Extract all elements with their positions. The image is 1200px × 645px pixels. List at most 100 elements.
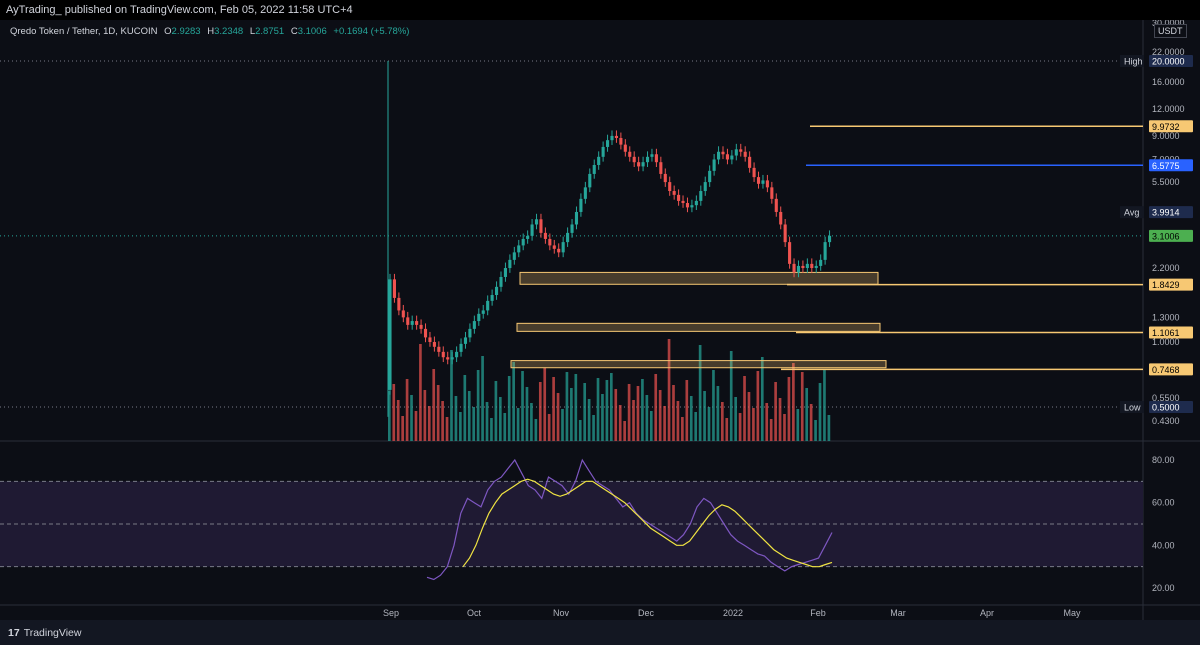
- candle-body: [455, 351, 459, 358]
- high-badge: 20.0000: [1152, 57, 1185, 67]
- brand-name: TradingView: [23, 627, 82, 639]
- price-tick-label: 1.0000: [1152, 337, 1180, 347]
- candle-body: [668, 182, 672, 192]
- volume-bar: [800, 372, 804, 441]
- volume-bar: [747, 392, 751, 441]
- volume-bar: [547, 414, 551, 441]
- support-zone[interactable]: [510, 360, 887, 369]
- support-badge: 0.7468: [1152, 365, 1180, 375]
- candle-body: [823, 242, 827, 260]
- candle-body: [703, 182, 707, 192]
- time-tick-label: 2022: [723, 608, 743, 618]
- candle-body: [672, 191, 676, 195]
- candle-body: [441, 351, 445, 358]
- volume-bar: [405, 379, 409, 441]
- volume-bar: [769, 419, 773, 441]
- volume-bar: [632, 400, 635, 441]
- candle-body: [517, 245, 521, 253]
- volume-bar: [538, 382, 542, 441]
- rsi-line: [426, 458, 833, 581]
- volume-bar: [743, 376, 746, 441]
- volume-bar: [427, 406, 431, 441]
- candle-body: [583, 187, 587, 199]
- support-zone[interactable]: [516, 322, 881, 332]
- candle-body: [796, 265, 801, 273]
- candle-body: [637, 162, 641, 167]
- candle-body: [508, 259, 512, 269]
- candle-body: [472, 321, 476, 329]
- change-value: +0.1694 (+5.78%): [333, 26, 410, 37]
- candle-body: [401, 310, 405, 318]
- candle-body: [570, 224, 574, 233]
- rsi-tick-label: 60.00: [1152, 498, 1175, 508]
- volume-bar: [787, 377, 791, 441]
- volume-bar: [516, 408, 520, 441]
- candle-body: [779, 211, 783, 225]
- volume-bar: [734, 397, 737, 441]
- candle-body: [677, 194, 681, 201]
- volume-bar: [663, 406, 666, 441]
- tradingview-logo-icon: 17: [8, 627, 20, 639]
- volume-bar: [605, 380, 609, 441]
- candle-body: [730, 155, 734, 160]
- volume-bar: [676, 401, 680, 441]
- rsi-ma-line: [462, 478, 833, 568]
- volume-bar: [814, 420, 817, 441]
- tradingview-logo[interactable]: 17 TradingView: [8, 627, 81, 639]
- candle-body: [557, 248, 561, 253]
- candle-body: [650, 154, 654, 157]
- volume-bar: [490, 418, 493, 441]
- chart-area[interactable]: 30.000022.000016.000012.00009.00007.0000…: [0, 20, 1200, 620]
- candle-body: [690, 205, 694, 208]
- volume-bar: [636, 386, 640, 441]
- volume-bar: [414, 411, 418, 441]
- volume-bar: [805, 388, 809, 441]
- high-badge-label: High: [1124, 57, 1143, 67]
- candle-body: [468, 328, 472, 338]
- candle-body: [792, 263, 796, 273]
- candle-body: [659, 162, 663, 174]
- volume-bar: [499, 397, 502, 441]
- candle-body: [805, 263, 809, 269]
- volume-bar: [481, 356, 484, 441]
- candle-body: [819, 259, 823, 266]
- candle-body: [788, 242, 792, 264]
- volume-bar: [543, 368, 547, 441]
- level-badge: 9.9732: [1152, 122, 1180, 132]
- candle-body: [765, 180, 769, 188]
- candle-body: [623, 144, 627, 152]
- candle-body: [392, 279, 396, 298]
- volume-bar: [610, 373, 613, 441]
- volume-bar: [392, 384, 396, 441]
- volume-bar: [463, 375, 467, 441]
- candle-body: [770, 187, 774, 199]
- candle-body: [801, 265, 805, 269]
- volume-bar: [778, 398, 782, 441]
- volume-bar: [503, 413, 507, 441]
- volume-bar: [645, 395, 649, 441]
- candle-body: [756, 177, 761, 184]
- candle-body: [814, 265, 818, 269]
- currency-badge[interactable]: USDT: [1154, 24, 1187, 38]
- candle-body: [761, 180, 765, 184]
- last-price-badge: 3.1006: [1152, 231, 1180, 241]
- candle-body: [397, 297, 401, 311]
- candle-body: [419, 324, 423, 329]
- volume-bar: [459, 412, 462, 441]
- volume-bar: [388, 391, 391, 441]
- volume-bar: [574, 374, 578, 441]
- symbol-name[interactable]: Qredo Token / Tether, 1D, KUCOIN: [10, 26, 158, 37]
- candle-body: [499, 276, 503, 287]
- close-value: 3.1006: [297, 26, 327, 37]
- volume-bar: [472, 407, 476, 441]
- candle-body: [654, 154, 658, 163]
- volume-bar: [445, 417, 449, 441]
- candle-body: [592, 164, 596, 174]
- support-badge-bg: [1149, 363, 1193, 376]
- price-chart-svg[interactable]: 30.000022.000016.000012.00009.00007.0000…: [0, 20, 1200, 620]
- last-price-badge-bg: [1149, 229, 1193, 242]
- support-zone[interactable]: [519, 271, 879, 285]
- candle-body: [645, 156, 650, 163]
- support-badge: 1.8429: [1152, 280, 1180, 290]
- volume-bar: [774, 382, 777, 441]
